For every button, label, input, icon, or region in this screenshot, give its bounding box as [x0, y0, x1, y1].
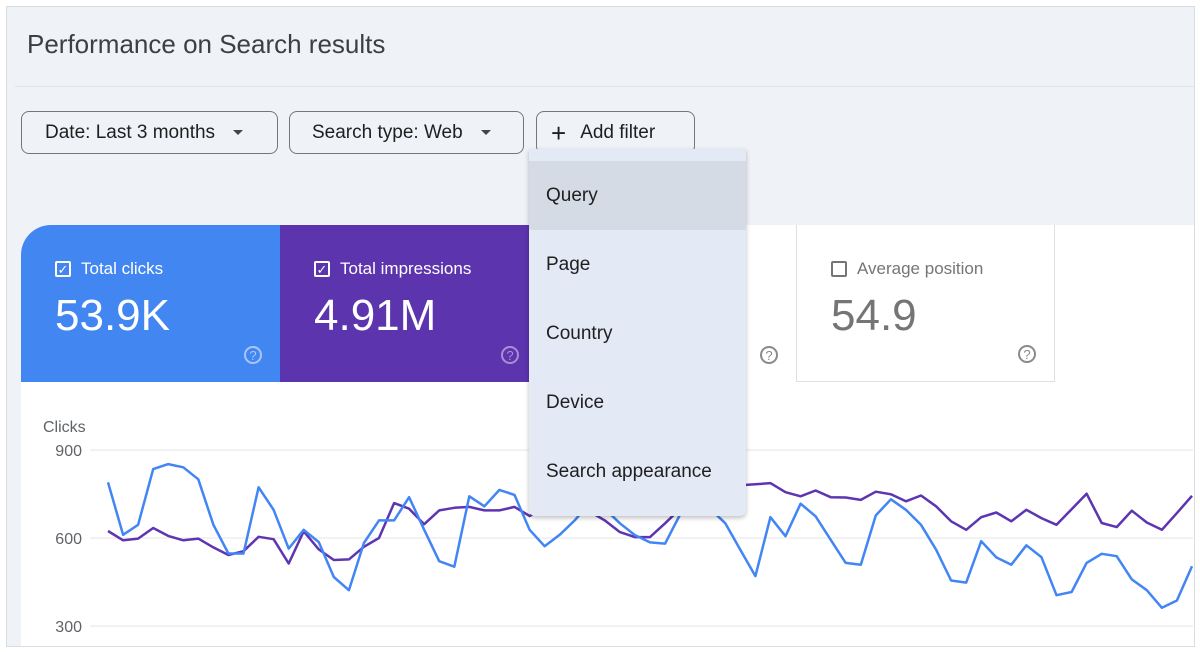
metric-card-clicks[interactable]: ✓ Total clicks 53.9K ?: [21, 225, 280, 382]
metric-value: 53.9K: [55, 291, 170, 340]
menu-item-label: Country: [546, 322, 613, 344]
menu-item-label: Device: [546, 391, 605, 413]
menu-item-page[interactable]: Page: [529, 230, 746, 299]
menu-item-search-appearance[interactable]: Search appearance: [529, 437, 746, 506]
search-type-label: Search type: Web: [312, 121, 463, 143]
checkbox-checked-icon[interactable]: ✓: [55, 261, 71, 277]
metric-card-position[interactable]: Average position 54.9 ?: [796, 225, 1055, 382]
date-filter-label: Date: Last 3 months: [45, 121, 216, 143]
metric-label: Total impressions: [340, 259, 472, 278]
checkbox-empty-icon[interactable]: [831, 261, 847, 277]
metric-label: Total clicks: [81, 259, 164, 278]
metric-card-impressions[interactable]: ✓ Total impressions 4.91M ?: [280, 225, 537, 382]
menu-item-label: Page: [546, 253, 591, 275]
date-filter-button[interactable]: Date: Last 3 months: [21, 111, 278, 154]
metric-label: Average position: [857, 259, 984, 278]
add-filter-button[interactable]: + Add filter: [536, 111, 695, 154]
plus-icon: +: [551, 117, 567, 148]
card-area-background: [1055, 225, 1194, 382]
page-title: Performance on Search results: [27, 29, 386, 59]
caret-down-icon: [233, 130, 244, 135]
help-icon[interactable]: ?: [760, 346, 778, 364]
help-icon[interactable]: ?: [244, 346, 262, 364]
menu-item-device[interactable]: Device: [529, 368, 746, 437]
caret-down-icon: [480, 130, 491, 135]
metric-value: 54.9: [831, 291, 917, 340]
menu-item-label: Search appearance: [546, 460, 712, 482]
menu-item-country[interactable]: Country: [529, 299, 746, 368]
help-icon[interactable]: ?: [1018, 345, 1036, 363]
search-type-button[interactable]: Search type: Web: [289, 111, 524, 154]
help-icon[interactable]: ?: [501, 346, 519, 364]
metric-value: 4.91M: [314, 291, 437, 340]
menu-item-label: Query: [546, 184, 598, 206]
menu-item-query[interactable]: Query: [529, 161, 746, 230]
divider: [15, 86, 1194, 87]
add-filter-label: Add filter: [580, 121, 656, 143]
checkbox-checked-icon[interactable]: ✓: [314, 261, 330, 277]
add-filter-dropdown: Query Page Country Device Search appeara…: [529, 149, 746, 516]
